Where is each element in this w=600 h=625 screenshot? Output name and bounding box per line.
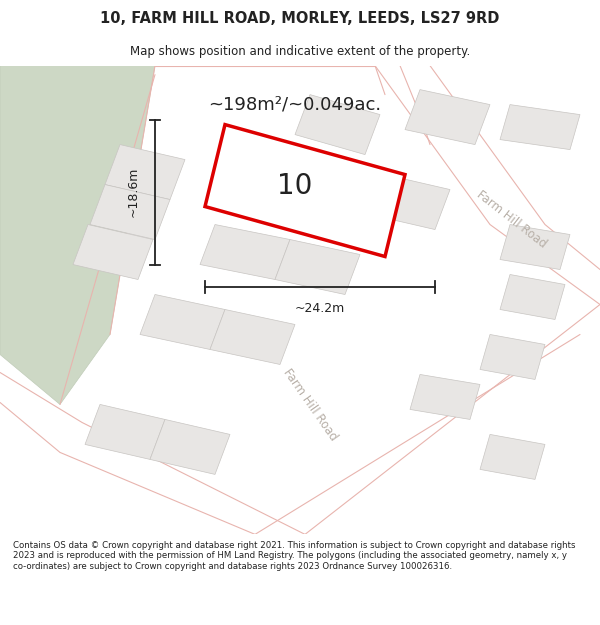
- Text: Map shows position and indicative extent of the property.: Map shows position and indicative extent…: [130, 45, 470, 58]
- Polygon shape: [105, 144, 185, 199]
- Text: ~24.2m: ~24.2m: [295, 302, 345, 315]
- Polygon shape: [90, 184, 170, 239]
- Polygon shape: [73, 224, 153, 279]
- Polygon shape: [250, 314, 600, 534]
- Polygon shape: [500, 224, 570, 269]
- Polygon shape: [375, 66, 600, 314]
- Text: Contains OS data © Crown copyright and database right 2021. This information is : Contains OS data © Crown copyright and d…: [13, 541, 576, 571]
- Text: 10: 10: [277, 171, 313, 199]
- Polygon shape: [140, 294, 225, 349]
- Polygon shape: [85, 404, 165, 459]
- Polygon shape: [500, 274, 565, 319]
- Polygon shape: [210, 309, 295, 364]
- Polygon shape: [275, 239, 360, 294]
- Text: ~18.6m: ~18.6m: [127, 167, 139, 217]
- Polygon shape: [405, 89, 490, 144]
- Text: Farm Hill Road: Farm Hill Road: [280, 366, 340, 443]
- Polygon shape: [480, 334, 545, 379]
- Text: Farm Hill Road: Farm Hill Road: [475, 188, 550, 251]
- Polygon shape: [0, 66, 155, 404]
- Polygon shape: [410, 374, 480, 419]
- Polygon shape: [500, 104, 580, 149]
- Polygon shape: [205, 124, 405, 256]
- Text: ~198m²/~0.049ac.: ~198m²/~0.049ac.: [208, 96, 382, 114]
- Polygon shape: [370, 174, 450, 229]
- Polygon shape: [295, 164, 375, 219]
- Polygon shape: [480, 434, 545, 479]
- Polygon shape: [295, 94, 380, 154]
- Text: 10, FARM HILL ROAD, MORLEY, LEEDS, LS27 9RD: 10, FARM HILL ROAD, MORLEY, LEEDS, LS27 …: [100, 11, 500, 26]
- Polygon shape: [0, 374, 300, 534]
- Polygon shape: [150, 419, 230, 474]
- Polygon shape: [200, 224, 290, 279]
